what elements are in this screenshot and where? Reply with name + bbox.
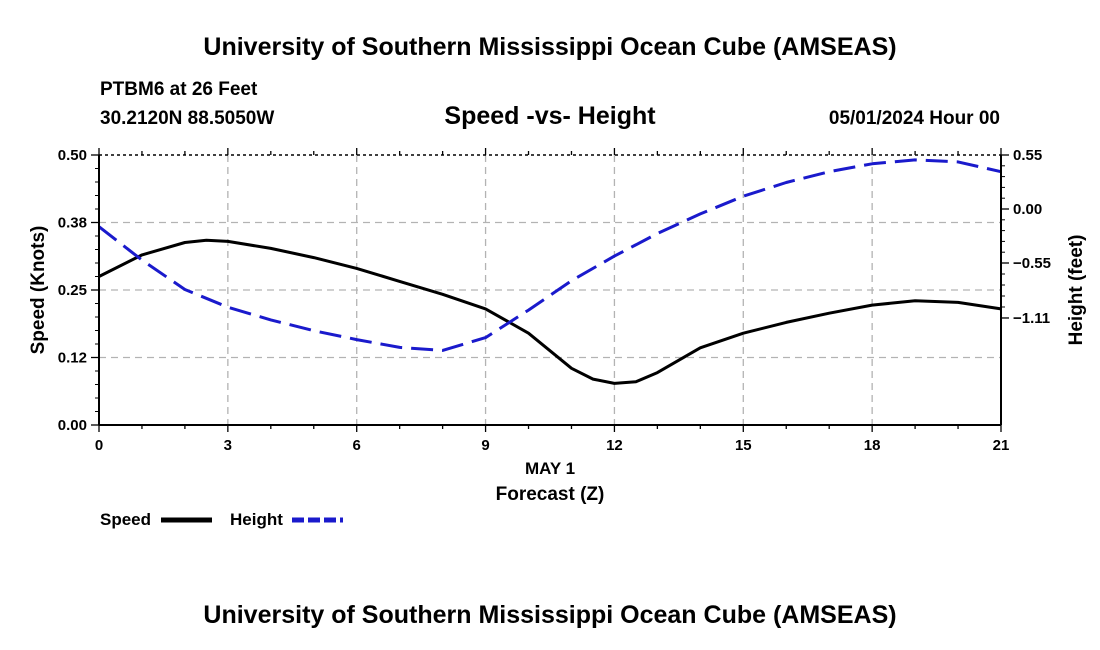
y-left-tick-label: 0.25 xyxy=(58,282,87,299)
x-tick-label: 15 xyxy=(735,437,752,454)
y-left-tick-label: 0.50 xyxy=(58,147,87,164)
x-tick-label: 9 xyxy=(481,437,489,454)
top-title: University of Southern Mississippi Ocean… xyxy=(203,33,896,61)
height-series-line xyxy=(98,158,1002,352)
x-axis-label: Forecast (Z) xyxy=(496,484,605,505)
y-axis-left-label: Speed (Knots) xyxy=(28,226,49,355)
series-layer xyxy=(98,158,1002,385)
forecast-datetime: 05/01/2024 Hour 00 xyxy=(829,108,1000,129)
bottom-title: University of Southern Mississippi Ocean… xyxy=(203,601,896,629)
axis-layer: 0 3 6 9 12 15 18 21 0.00 0.12 0.25 0.38 0.50 −1.11 −0.… xyxy=(58,147,1051,454)
y-right-tick-label: 0.00 xyxy=(1013,201,1042,218)
legend-height-label: Height xyxy=(230,510,283,529)
grid-layer xyxy=(99,155,1001,425)
speed-series-line xyxy=(98,238,1002,385)
x-tick-label: 6 xyxy=(353,437,361,454)
y-axis-right-label: Height (feet) xyxy=(1066,235,1087,346)
station-coords: 30.2120N 88.5050W xyxy=(100,108,274,129)
legend-speed-label: Speed xyxy=(100,510,151,529)
x-axis-date-label: MAY 1 xyxy=(525,459,575,478)
legend: Speed Height xyxy=(100,510,343,529)
x-tick-label: 0 xyxy=(95,437,103,454)
x-tick-label: 3 xyxy=(224,437,232,454)
chart-title: Speed -vs- Height xyxy=(444,102,656,130)
y-right-tick-label: 0.55 xyxy=(1013,147,1042,164)
x-tick-label: 18 xyxy=(864,437,881,454)
y-right-tick-label: −1.11 xyxy=(1013,310,1050,327)
y-left-tick-label: 0.12 xyxy=(58,350,87,367)
y-left-tick-label: 0.00 xyxy=(58,417,87,434)
y-left-tick-label: 0.38 xyxy=(58,215,87,232)
station-label: PTBM6 at 26 Feet xyxy=(100,79,258,100)
y-right-tick-label: −0.55 xyxy=(1013,255,1051,272)
x-tick-label: 12 xyxy=(606,437,623,454)
x-tick-label: 21 xyxy=(993,437,1010,454)
